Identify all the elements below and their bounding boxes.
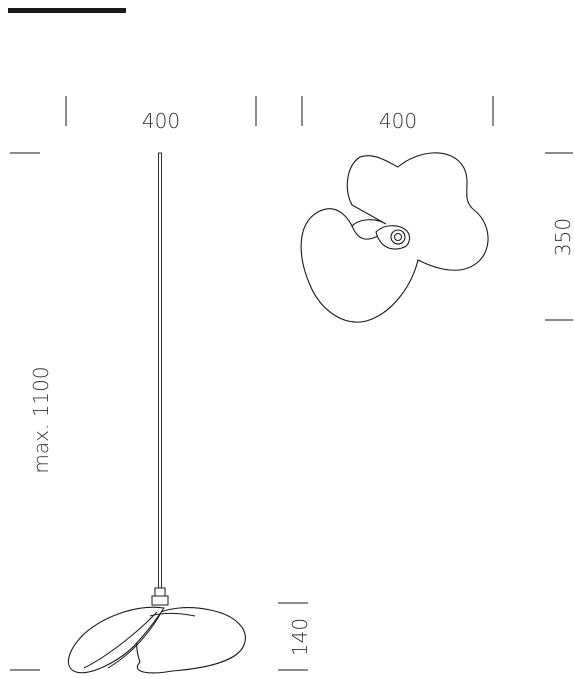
shade-fold-line xyxy=(83,611,158,669)
shade-height-label: 140 xyxy=(288,618,312,656)
header-accent-bar xyxy=(8,8,126,13)
canopy-connector xyxy=(151,595,169,606)
shade-front-petal xyxy=(67,606,165,674)
depth-label: 350 xyxy=(551,218,574,256)
top-width-label: 400 xyxy=(379,109,417,133)
pendant-top-view xyxy=(300,152,489,323)
max-height-label: max. 1100 xyxy=(29,366,53,473)
socket-center xyxy=(394,233,402,241)
front-width-label: 400 xyxy=(142,109,180,133)
shade-fold-line-inner xyxy=(107,612,162,669)
cable-grip xyxy=(154,587,166,597)
pendant-front-view xyxy=(67,152,246,674)
shade-inner-fold xyxy=(351,225,379,240)
shade-rim-line xyxy=(149,612,196,617)
suspension-cable xyxy=(158,152,162,589)
